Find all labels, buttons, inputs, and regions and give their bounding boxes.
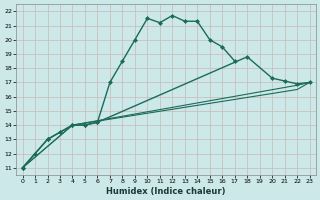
X-axis label: Humidex (Indice chaleur): Humidex (Indice chaleur) <box>106 187 226 196</box>
